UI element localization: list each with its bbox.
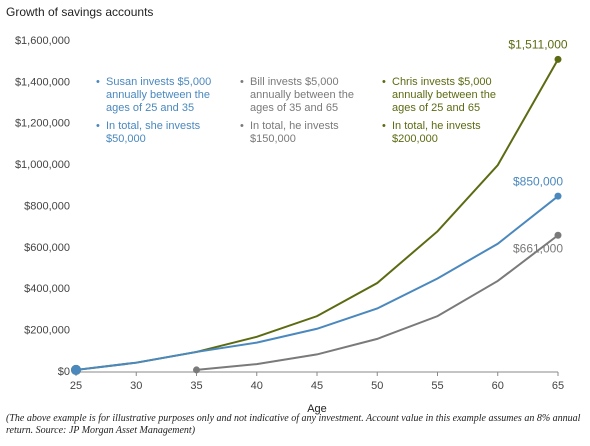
series-line	[75, 195, 559, 371]
point	[554, 55, 562, 63]
x-tick-label: 60	[492, 380, 504, 392]
y-tick-label: $600,000	[24, 242, 70, 254]
x-tick-label: 65	[552, 380, 564, 392]
y-tick-label: $1,000,000	[15, 159, 70, 171]
point	[554, 192, 562, 200]
x-tick-label: 50	[371, 380, 383, 392]
note-item: In total, he invests $150,000	[240, 120, 375, 146]
y-tick-label: $1,200,000	[15, 118, 70, 130]
y-tick-label: $1,400,000	[15, 76, 70, 88]
chart-title: Growth of savings accounts	[6, 5, 153, 19]
series-note: Chris invests $5,000 annually between th…	[382, 76, 517, 151]
y-tick-label: $800,000	[24, 200, 70, 212]
note-item: In total, she invests $50,000	[96, 120, 231, 146]
series-line	[196, 234, 559, 371]
series-note: Susan invests $5,000 annually between th…	[96, 76, 231, 151]
y-tick-label: $400,000	[24, 283, 70, 295]
x-tick-label: 35	[190, 380, 202, 392]
point	[71, 364, 81, 375]
note-item: Susan invests $5,000 annually between th…	[96, 76, 231, 115]
note-item: In total, he invests $200,000	[382, 120, 517, 146]
y-tick-label: $200,000	[24, 325, 70, 337]
value-label: $661,000	[513, 241, 563, 255]
value-label: $1,511,000	[508, 38, 567, 52]
x-tick-label: 40	[251, 380, 263, 392]
footnote: (The above example is for illustrative p…	[6, 413, 581, 436]
x-tick-label: 30	[130, 380, 142, 392]
note-item: Chris invests $5,000 annually between th…	[382, 76, 517, 115]
note-item: Bill invests $5,000 annually between the…	[240, 76, 375, 115]
series-note: Bill invests $5,000 annually between the…	[240, 76, 375, 151]
y-tick-label: $0	[58, 366, 70, 378]
x-axis-label: Age	[307, 403, 327, 415]
point	[554, 231, 562, 239]
x-tick-label: 25	[70, 380, 82, 392]
value-label: $850,000	[513, 174, 563, 188]
x-tick-label: 55	[431, 380, 443, 392]
y-tick-label: $1,600,000	[15, 35, 70, 47]
x-tick-label: 45	[311, 380, 323, 392]
point	[193, 366, 200, 374]
